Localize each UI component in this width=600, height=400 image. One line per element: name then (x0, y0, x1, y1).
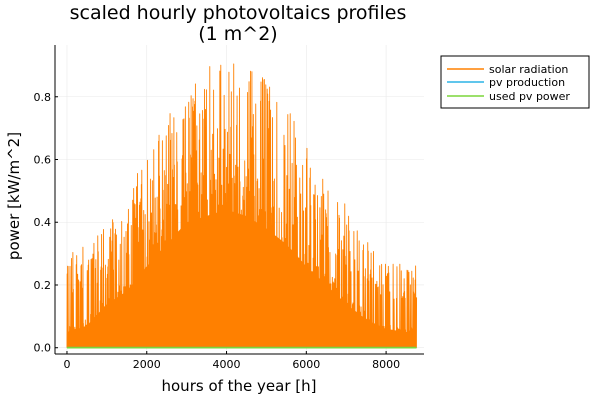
y-tick-label: 0.6 (34, 154, 52, 167)
x-tick-label: 2000 (133, 358, 161, 371)
y-tick-labels: 0.0 0.2 0.4 0.6 0.8 (34, 91, 52, 355)
chart-title-line-1: scaled hourly photovoltaics profiles (70, 2, 407, 24)
y-tick-label: 0.2 (34, 279, 52, 292)
x-tick-label: 0 (63, 358, 70, 371)
y-axis-label: power [kW/m^2] (5, 132, 23, 260)
legend-label-used-pv-power: used pv power (489, 90, 570, 103)
solar-radiation-line (66, 63, 418, 349)
x-tick-labels: 0 2000 4000 6000 8000 (63, 358, 400, 371)
x-axis-label: hours of the year [h] (162, 377, 317, 395)
plot-series (66, 63, 418, 349)
y-tick-label: 0.4 (34, 216, 52, 229)
legend-label-solar-radiation: solar radiation (489, 63, 568, 76)
y-tick-label: 0.0 (34, 342, 52, 355)
x-tick-label: 6000 (292, 358, 320, 371)
x-tick-label: 8000 (372, 358, 400, 371)
chart-title-line-2: (1 m^2) (198, 23, 277, 45)
x-tick-label: 4000 (213, 358, 241, 371)
legend-label-pv-production: pv production (489, 76, 565, 89)
legend: solar radiation pv production used pv po… (440, 55, 590, 109)
y-tick-label: 0.8 (34, 91, 52, 104)
axes (54, 45, 424, 355)
